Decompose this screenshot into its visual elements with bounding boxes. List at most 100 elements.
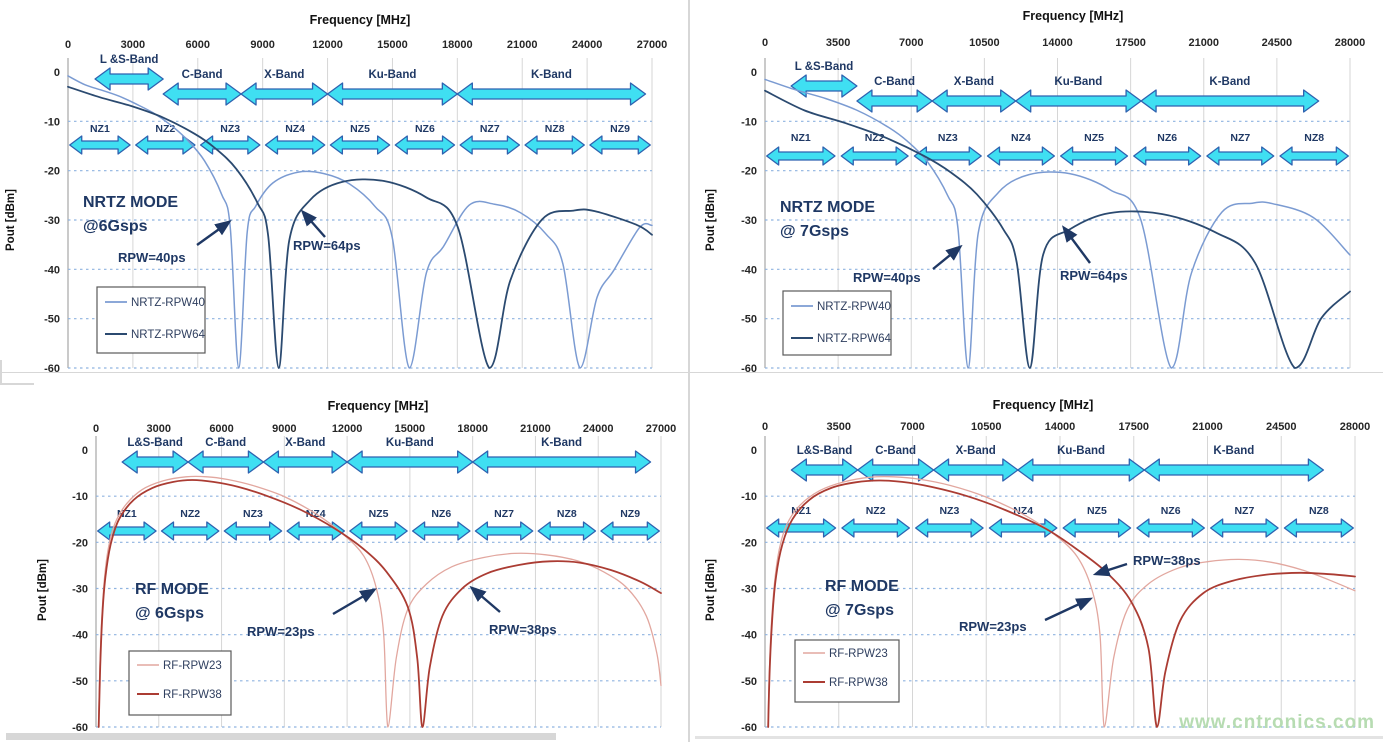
x-axis-title: Frequency [MHz] — [1023, 9, 1124, 23]
band-arrow-KBand — [472, 450, 652, 474]
nz-label: NZ8 — [557, 508, 577, 520]
nz-label: NZ6 — [431, 508, 451, 520]
y-tick-label: -50 — [44, 314, 60, 326]
nz-label: NZ2 — [155, 123, 175, 135]
panel-seam-horizontal — [0, 372, 1383, 373]
nz-label: NZ9 — [620, 508, 640, 520]
band-arrow-LSBand — [94, 67, 164, 91]
x-tick-label: 10500 — [969, 37, 1000, 49]
x-tick-label: 17500 — [1118, 421, 1149, 433]
legend-entry-label: RF-RPW38 — [829, 677, 888, 689]
nz-label: NZ7 — [1230, 132, 1250, 144]
x-axis-title: Frequency [MHz] — [328, 399, 429, 413]
annotation-label: RPW=40ps — [118, 250, 186, 265]
band-label: L&S-Band — [797, 445, 853, 457]
band-arrow-XBand — [262, 450, 348, 474]
x-tick-label: 9000 — [250, 39, 274, 51]
nz-arrow-NZ8 — [537, 521, 597, 541]
band-arrow-CBand — [856, 89, 933, 113]
curve-NRTZ-RPW64 — [67, 85, 653, 369]
nz-arrow-NZ5 — [349, 521, 408, 541]
band-label: C-Band — [875, 445, 916, 457]
legend-entry-label: RF-RPW23 — [163, 660, 222, 672]
nz-arrow-NZ4 — [988, 518, 1058, 538]
annotation-label: RPW=64ps — [1060, 268, 1128, 283]
x-tick-label: 15000 — [377, 39, 408, 51]
band-label: X-Band — [264, 69, 304, 81]
annotation-label: RPW=38ps — [1133, 553, 1201, 568]
x-tick-label: 28000 — [1335, 37, 1366, 49]
x-tick-label: 14000 — [1042, 37, 1073, 49]
x-tick-label: 10500 — [971, 421, 1002, 433]
mode-label-line2: @ 7Gsps — [825, 602, 894, 619]
x-tick-label: 28000 — [1340, 421, 1371, 433]
x-tick-label: 21000 — [507, 39, 538, 51]
nz-label: NZ4 — [1011, 132, 1031, 144]
curve-RF-RPW38 — [97, 479, 662, 728]
band-arrow-XBand — [932, 458, 1019, 482]
band-arrow-KBand — [456, 82, 647, 106]
y-tick-label: -30 — [44, 215, 60, 227]
nz-arrow-NZ4 — [264, 135, 326, 155]
legend-box — [782, 290, 892, 356]
band-label: Ku-Band — [386, 437, 434, 449]
y-tick-label: -20 — [741, 166, 757, 178]
x-tick-label: 0 — [65, 39, 71, 51]
nz-label: NZ6 — [415, 123, 435, 135]
nz-label: NZ3 — [938, 132, 958, 144]
y-tick-label: -50 — [741, 314, 757, 326]
panel-nrtz-6gsps: 0 3000 6000 9000 12000 15000 18000 21000 24000 27… — [5, 13, 667, 375]
y-tick-label: 0 — [751, 445, 757, 457]
legend-entry-label: NRTZ-RPW64 — [131, 329, 206, 341]
x-tick-label: 21000 — [1188, 37, 1219, 49]
band-label: K-Band — [1213, 445, 1254, 457]
band-arrow-KBand — [1140, 89, 1320, 113]
nz-arrow-NZ7 — [1210, 518, 1279, 538]
nz-label: NZ6 — [1157, 132, 1177, 144]
nz-arrow-NZ7 — [459, 135, 521, 155]
x-tick-label: 0 — [762, 421, 768, 433]
nz-arrow-NZ9 — [589, 135, 651, 155]
y-tick-label: -10 — [741, 116, 757, 128]
curve-NRTZ-RPW40 — [764, 78, 1351, 369]
x-tick-label: 3500 — [826, 37, 850, 49]
mode-label-line2: @ 6Gsps — [135, 605, 204, 622]
nz-label: NZ7 — [1234, 505, 1254, 517]
nz-arrow-NZ3 — [913, 146, 982, 166]
watermark: www.cntronics.com — [1179, 712, 1375, 733]
nz-arrow-NZ1 — [766, 518, 837, 538]
curve-NRTZ-RPW64 — [764, 89, 1351, 369]
annotation-arrow — [196, 220, 232, 246]
curve-RF-RPW23 — [97, 475, 662, 728]
y-tick-label: -50 — [72, 676, 88, 688]
nz-label: NZ4 — [1013, 505, 1033, 517]
annotation-arrow — [1061, 225, 1091, 264]
y-tick-label: -20 — [741, 537, 757, 549]
annotation-arrow — [332, 588, 377, 616]
nz-label: NZ3 — [939, 505, 959, 517]
nz-label: NZ5 — [369, 508, 389, 520]
mode-label-line2: @6Gsps — [83, 218, 148, 235]
band-label: K-Band — [541, 437, 582, 449]
x-tick-label: 0 — [762, 37, 768, 49]
nz-arrow-NZ9 — [600, 521, 660, 541]
x-tick-label: 12000 — [312, 39, 343, 51]
band-label: Ku-Band — [1057, 445, 1105, 457]
mode-label-line1: RF MODE — [135, 581, 209, 598]
annotation-arrow — [469, 585, 501, 613]
y-tick-label: -50 — [741, 676, 757, 688]
annotation-label: RPW=64ps — [293, 238, 361, 253]
y-tick-label: -20 — [44, 166, 60, 178]
panel-rf-7gsps: 0 3500 7000 10500 14000 17500 21000 24500 28000 0… — [705, 398, 1370, 734]
legend-entry-label: NRTZ-RPW40 — [131, 297, 205, 309]
nz-arrow-NZ2 — [840, 146, 909, 166]
band-label: K-Band — [1209, 76, 1250, 88]
band-arrow-LSBand — [121, 450, 189, 474]
band-arrow-CBand — [162, 82, 242, 106]
panel-seam-vertical — [688, 0, 690, 742]
band-arrow-LSBand — [790, 74, 858, 98]
y-tick-label: 0 — [54, 67, 60, 79]
nz-arrow-NZ1 — [69, 135, 131, 155]
band-arrow-KuBand — [1015, 89, 1142, 113]
